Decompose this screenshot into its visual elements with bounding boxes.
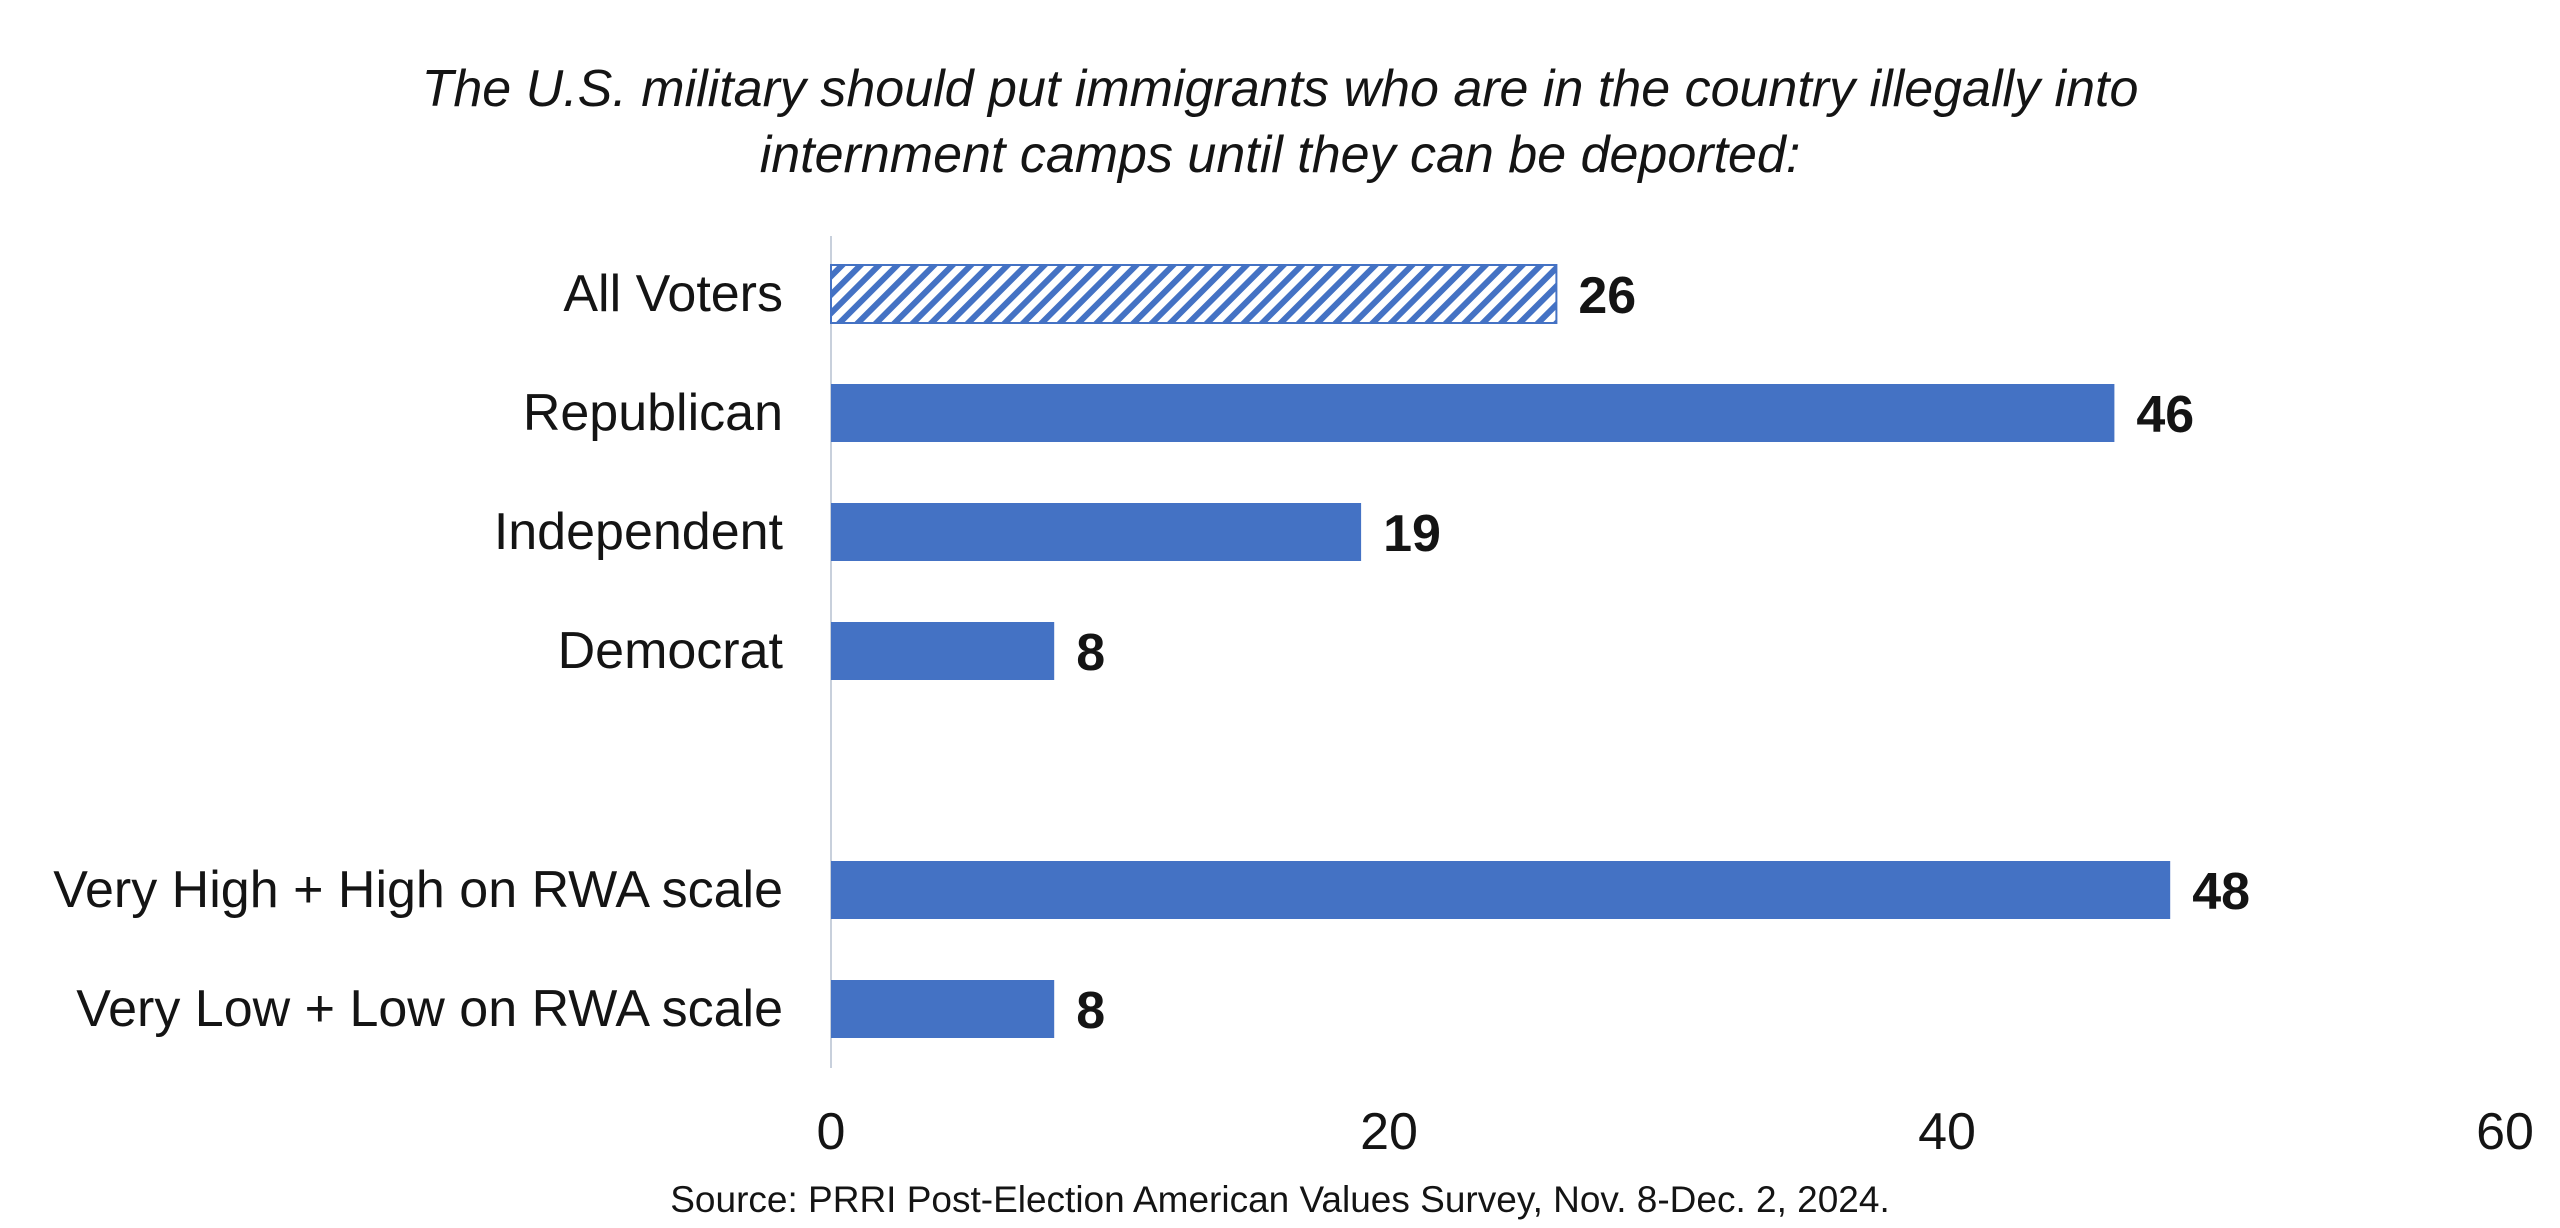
chart-title-line-2: internment camps until they can be depor… <box>759 126 1801 184</box>
x-tick-label: 0 <box>817 1103 846 1161</box>
chart-title: The U.S. military should put immigrants … <box>0 56 2560 188</box>
x-tick-label: 60 <box>2476 1103 2534 1161</box>
data-label: 46 <box>2136 386 2194 444</box>
category-label: Very High + High on RWA scale <box>53 861 783 919</box>
data-label: 8 <box>1076 982 1105 1040</box>
x-tick-label: 40 <box>1918 1103 1976 1161</box>
bar <box>831 384 2115 442</box>
category-label: Republican <box>523 384 783 442</box>
category-label: Democrat <box>558 622 784 680</box>
plot-area: All Voters 26 Republican 46 Independent 19 Dem… <box>53 236 2534 1161</box>
data-label: 26 <box>1578 267 1636 325</box>
bar <box>831 622 1055 680</box>
x-tick-label: 20 <box>1360 1103 1418 1161</box>
chart-source-note: Source: PRRI Post-Election American Valu… <box>670 1179 1890 1220</box>
bar-highlighted <box>830 264 1558 324</box>
bar <box>831 861 2171 919</box>
data-label: 19 <box>1383 505 1441 563</box>
category-label: All Voters <box>563 265 783 323</box>
category-label: Very Low + Low on RWA scale <box>76 980 783 1038</box>
bar <box>831 503 1362 561</box>
chart-title-line-1: The U.S. military should put immigrants … <box>421 60 2139 118</box>
bar <box>831 980 1055 1038</box>
data-label: 48 <box>2192 863 2250 921</box>
data-label: 8 <box>1076 624 1105 682</box>
category-label: Independent <box>494 503 784 561</box>
